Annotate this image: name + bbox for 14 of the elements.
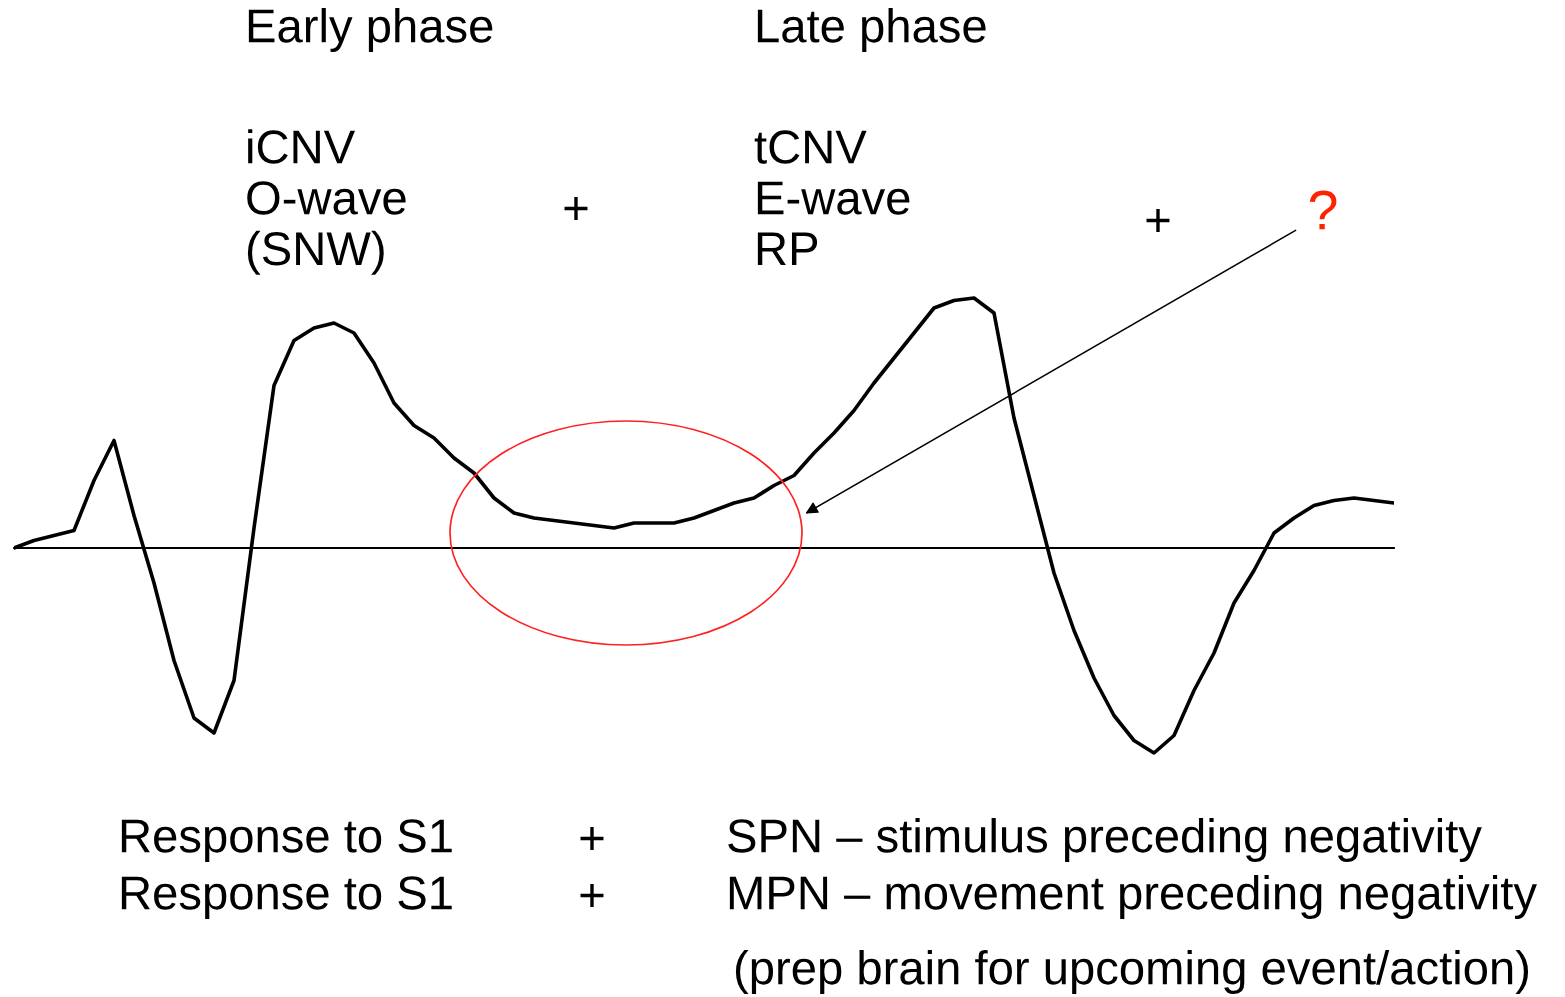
text: SPN – stimulus preceding negativity bbox=[728, 817, 1482, 863]
text: (prep brain for upcoming event/action) bbox=[735, 949, 1529, 995]
text: Late phase bbox=[757, 7, 986, 53]
text: + bbox=[564, 196, 588, 221]
text: iCNV O-wave (SNW) bbox=[247, 129, 406, 275]
text: Response to S1 bbox=[121, 819, 452, 863]
text: tCNV E-wave RP bbox=[754, 130, 910, 266]
text: Response to S1 bbox=[121, 876, 452, 920]
text: ? bbox=[1309, 190, 1337, 230]
text: MPN – movement preceding negativity bbox=[729, 874, 1537, 920]
text: + bbox=[1146, 208, 1170, 233]
text: Early phase bbox=[248, 7, 493, 53]
text: + bbox=[580, 826, 604, 851]
text: + bbox=[580, 883, 604, 908]
